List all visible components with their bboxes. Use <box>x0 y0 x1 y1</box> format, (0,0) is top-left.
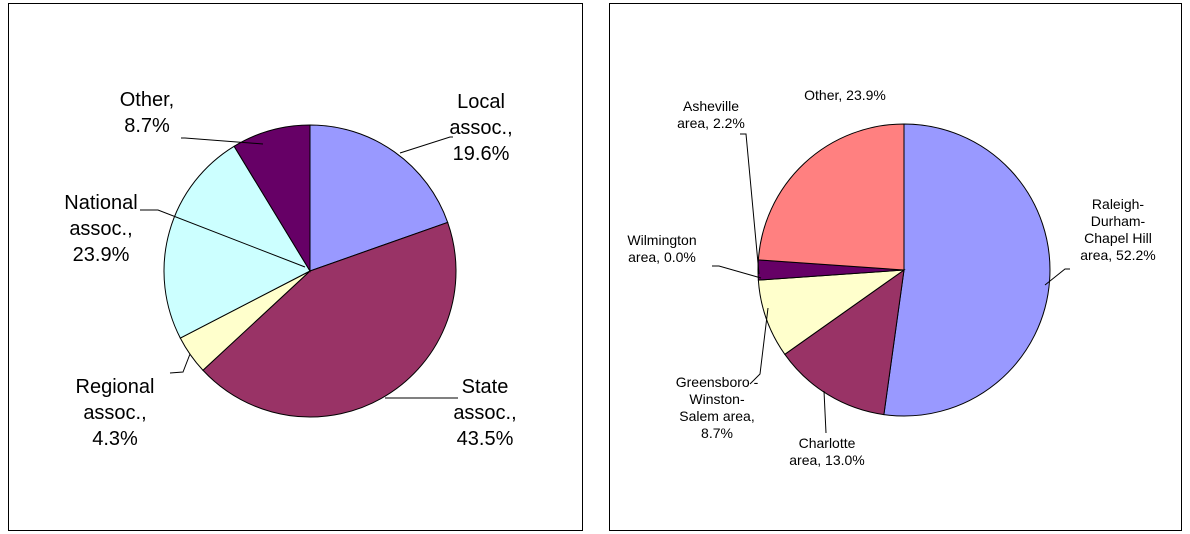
slice-label-3: Wilmington area, 0.0% <box>627 232 696 265</box>
slice-label-1: State assoc., 43.5% <box>453 376 516 450</box>
pie-chart-membership: Local assoc., 19.6% State assoc., 43.5% Region… <box>8 3 583 531</box>
slice-label-0: Raleigh-Durham-Chapel Hill area, 52.2% <box>1080 196 1156 263</box>
slice-label-1: Charlotte area, 13.0% <box>789 435 865 468</box>
slice-label-4: Asheville area, 2.2% <box>677 98 745 131</box>
leader-line-2 <box>169 353 191 374</box>
slice-label-5: Other, 23.9% <box>804 87 886 103</box>
leader-line-1 <box>823 390 827 434</box>
leader-line-4 <box>181 137 264 145</box>
pie-slice-1 <box>202 221 457 418</box>
leader-line-2 <box>749 307 769 385</box>
slice-label-2: Regional assoc., 4.3% <box>76 376 155 450</box>
leader-line-0 <box>1044 268 1070 286</box>
pie-slice-4 <box>233 124 311 273</box>
leader-line-3 <box>712 265 762 279</box>
pie-slice-0 <box>883 123 1051 417</box>
leader-line-0 <box>399 136 453 154</box>
pie-slice-1 <box>784 268 905 416</box>
chart-frame <box>8 3 583 531</box>
slice-label-3: National assoc., 23.9% <box>64 192 137 266</box>
chart-panel-membership: Local assoc., 19.6% State assoc., 43.5% Region… <box>0 0 590 534</box>
chart-frame <box>609 3 1182 531</box>
slice-label-0: Local assoc., 19.6% <box>449 91 512 165</box>
pie-chart-regions: Raleigh-Durham-Chapel Hill area, 52.2% Cha… <box>609 3 1182 531</box>
pie-slice-3 <box>163 145 311 339</box>
chart-panel-regions: Raleigh-Durham-Chapel Hill area, 52.2% Cha… <box>600 0 1190 534</box>
leader-line-3 <box>140 209 306 268</box>
leader-line-4 <box>740 133 760 275</box>
slice-label-4: Other, 8.7% <box>120 89 174 137</box>
pie-slice-5 <box>757 123 905 271</box>
slice-label-2: Greensboro -Winston-Salem area, 8.7% <box>676 374 759 441</box>
